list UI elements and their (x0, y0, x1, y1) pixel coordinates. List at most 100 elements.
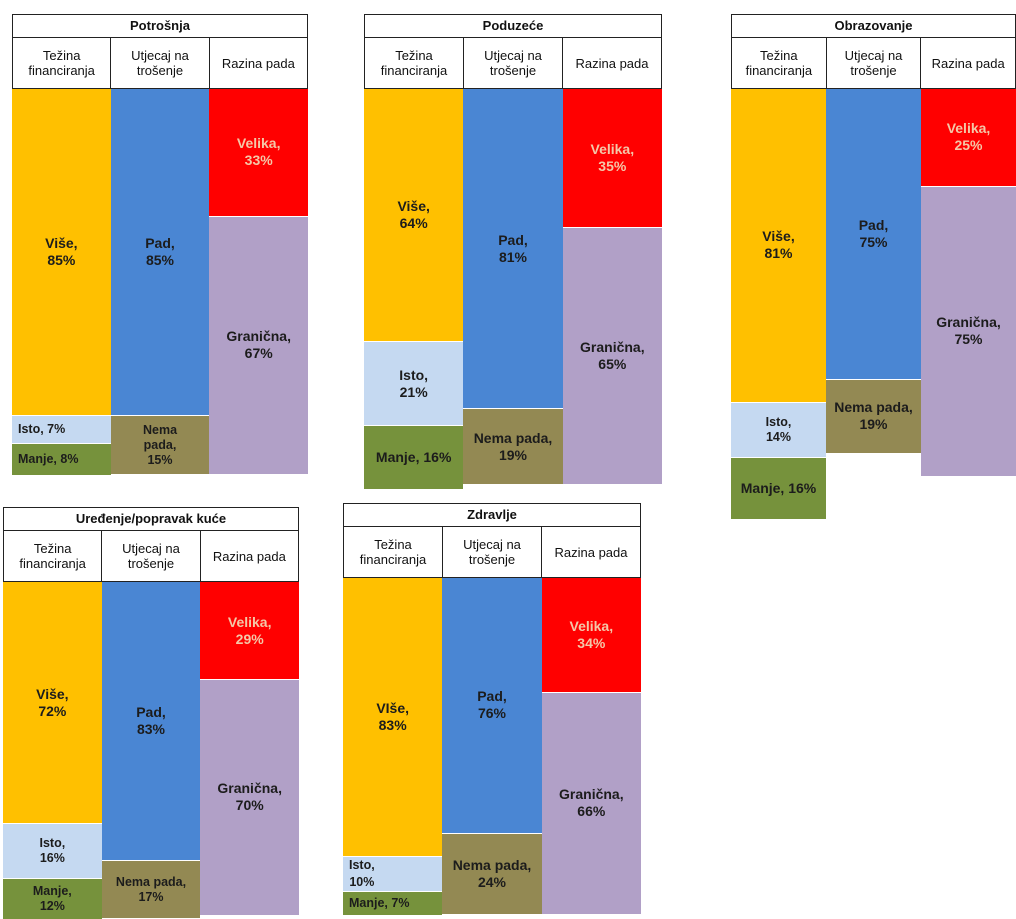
column-header-tezina-financiranja: Težina financiranja (13, 38, 112, 88)
column-header-utjecaj-na-trosenje: Utjecaj na trošenje (102, 531, 201, 581)
bar-segment-isto: Isto, 7% (12, 416, 111, 444)
column-header-razina-pada: Razina pada (212, 548, 286, 564)
data-label: Isto, 16% (39, 835, 66, 865)
data-label: Nema pada, 19% (473, 429, 553, 463)
data-label: VIše, 83% (376, 700, 410, 734)
data-label: Nema pada, 19% (834, 399, 913, 433)
data-label: Više, 72% (36, 685, 69, 719)
column-header-utjecaj-na-trosenje: Utjecaj na trošenje (827, 38, 922, 88)
bar-segment-velika: Velika, 33% (209, 89, 309, 216)
bar-columns: Više, 85% Isto, 7% Manje, 8% Pad, 85% Nema p… (12, 89, 309, 475)
bar-column-tezina-financiranja: VIše, 83% Isto, 10% Manje, 7% (343, 578, 443, 915)
bar-column-utjecaj-na-trosenje: Pad, 85% Nema pada, 15% (110, 89, 210, 474)
column-header-tezina-financiranja: Težina financiranja (365, 38, 464, 88)
chart-panel-poduzece: Poduzeće Težina financiranja Utjecaj na tr… (364, 14, 662, 489)
bar-column-tezina-financiranja: Više, 72% Isto, 16% Manje, 12% (3, 582, 102, 919)
bar-segment-vise: Više, 81% (731, 89, 826, 402)
bar-segment-vise: VIše, 83% (343, 578, 443, 857)
data-label: Velika, 34% (569, 617, 614, 651)
data-label: Manje, 12% (32, 883, 72, 913)
bar-segment-pad: Pad, 81% (463, 89, 563, 409)
column-header-tezina-financiranja: Težina financiranja (732, 38, 827, 88)
bar-segment-nema-pada: Nema pada, 19% (463, 409, 563, 484)
bar-segment-granicna: Granična, 67% (209, 216, 309, 474)
data-label: Manje, 7% (349, 895, 410, 910)
bar-column-utjecaj-na-trosenje: Pad, 83% Nema pada, 17% (101, 582, 201, 918)
data-label: Pad, 75% (858, 216, 889, 250)
bar-segment-manje: Manje, 8% (12, 444, 111, 475)
bar-column-tezina-financiranja: Više, 81% Isto, 14% Manje, 16% (731, 89, 826, 520)
bar-column-razina-pada: Velika, 34% Granična, 66% (541, 578, 641, 914)
bar-segment-vise: Više, 72% (3, 582, 102, 824)
data-label: Nema pada, 15% (142, 422, 178, 467)
chart-title: Zdravlje (344, 504, 640, 527)
data-label: Pad, 83% (136, 704, 166, 738)
data-label: Granična, 75% (936, 314, 1001, 348)
data-label: Granična, 66% (559, 786, 624, 820)
bar-column-utjecaj-na-trosenje: Pad, 76% Nema pada, 24% (442, 578, 542, 914)
column-headers: Težina financiranja Utjecaj na trošenje Ra… (13, 38, 307, 88)
chart-panel-obrazovanje: Obrazovanje Težina financiranja Utjecaj na… (731, 14, 1016, 520)
bar-segment-pad: Pad, 75% (826, 89, 921, 379)
bar-segment-nema-pada: Nema pada, 17% (101, 861, 201, 918)
data-label: Pad, 85% (145, 235, 175, 269)
data-label: Isto, 10% (349, 857, 375, 889)
chart-title: Potrošnja (13, 15, 307, 38)
data-label: Manje, 16% (375, 448, 452, 465)
data-label: Isto, 21% (399, 366, 429, 400)
column-header-tezina-financiranja: Težina financiranja (344, 527, 443, 577)
bar-column-tezina-financiranja: Više, 85% Isto, 7% Manje, 8% (12, 89, 111, 475)
panel-header: Zdravlje Težina financiranja Utjecaj na tr… (343, 503, 641, 578)
bar-columns: Više, 72% Isto, 16% Manje, 12% Pad, 83% Nema… (3, 582, 300, 919)
chart-title: Poduzeće (365, 15, 661, 38)
panel-header: Poduzeće Težina financiranja Utjecaj na tr… (364, 14, 662, 89)
bar-segment-isto: Isto, 14% (731, 402, 826, 457)
column-header-utjecaj-na-trosenje: Utjecaj na trošenje (464, 38, 563, 88)
bar-segment-vise: Više, 64% (364, 89, 464, 342)
bar-columns: VIše, 83% Isto, 10% Manje, 7% Pad, 76% Nema … (343, 578, 641, 915)
data-label: Manje, 8% (18, 452, 79, 467)
panel-header: Potrošnja Težina financiranja Utjecaj na t… (12, 14, 308, 89)
column-headers: Težina financiranja Utjecaj na trošenje Ra… (365, 38, 661, 88)
column-header-razina-pada: Razina pada (554, 544, 628, 560)
chart-panel-potrosnja: Potrošnja Težina financiranja Utjecaj na t… (12, 14, 309, 475)
panel-header: Obrazovanje Težina financiranja Utjecaj na… (731, 14, 1016, 89)
bar-segment-granicna: Granična, 75% (921, 186, 1016, 476)
bar-segment-velika: Velika, 34% (541, 578, 641, 692)
bar-segment-manje: Manje, 16% (731, 457, 826, 520)
bar-segment-pad: Pad, 85% (110, 89, 210, 416)
bar-columns: Više, 64% Isto, 21% Manje, 16% Pad, 81% Nema… (364, 89, 662, 489)
bar-segment-velika: Velika, 29% (200, 582, 300, 680)
data-label: Isto, 7% (18, 422, 66, 437)
data-label: Granična, 65% (580, 338, 645, 372)
data-label: Više, 85% (45, 235, 78, 269)
chart-title: Uređenje/popravak kuće (4, 508, 298, 531)
data-label: Nema pada, 17% (115, 874, 187, 904)
column-headers: Težina financiranja Utjecaj na trošenje Ra… (344, 527, 640, 577)
column-header-razina-pada: Razina pada (575, 55, 649, 71)
bar-segment-vise: Više, 85% (12, 89, 111, 416)
bar-segment-isto: Isto, 10% (343, 857, 443, 891)
column-headers: Težina financiranja Utjecaj na trošenje Ra… (732, 38, 1015, 88)
column-header-razina-pada: Razina pada (221, 55, 295, 71)
data-label: Pad, 76% (477, 688, 507, 722)
bar-segment-manje: Manje, 16% (364, 425, 464, 489)
bar-column-razina-pada: Velika, 25% Granična, 75% (921, 89, 1016, 476)
data-label: Više, 81% (762, 228, 795, 262)
bar-columns: Više, 81% Isto, 14% Manje, 16% Pad, 75% Nema… (731, 89, 1016, 520)
bar-segment-granicna: Granična, 66% (541, 692, 641, 914)
data-label: Manje, 16% (740, 480, 817, 497)
chart-panel-uredenje-popravak-kuce: Uređenje/popravak kuće Težina financiranj… (3, 507, 300, 919)
data-label: Granična, 67% (226, 328, 291, 362)
chart-title: Obrazovanje (732, 15, 1015, 38)
bar-column-utjecaj-na-trosenje: Pad, 75% Nema pada, 19% (826, 89, 921, 475)
column-header-utjecaj-na-trosenje: Utjecaj na trošenje (111, 38, 210, 88)
bar-segment-nema-pada: Nema pada, 15% (110, 416, 210, 474)
data-label: Nema pada, 24% (452, 856, 532, 890)
bar-segment-nema-pada: Nema pada, 24% (442, 833, 542, 914)
data-label: Granična, 70% (217, 780, 282, 814)
column-headers: Težina financiranja Utjecaj na trošenje Ra… (4, 531, 298, 581)
data-label: Više, 64% (397, 198, 430, 232)
bar-column-razina-pada: Velika, 35% Granična, 65% (562, 89, 662, 484)
bar-segment-isto: Isto, 21% (364, 342, 464, 425)
